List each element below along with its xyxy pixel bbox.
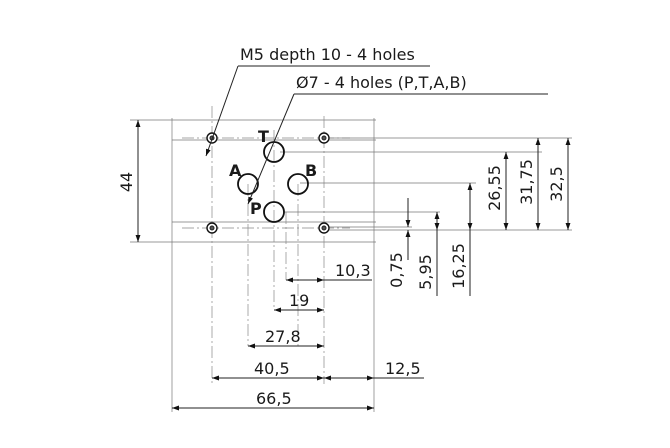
dim-31-75: 31,75 [517, 138, 541, 230]
dim-0-75: 0,75 [387, 198, 411, 288]
dim-12-5-label: 12,5 [385, 359, 421, 378]
right-extension-lines [280, 137, 572, 231]
dim-66-5-label: 66,5 [256, 389, 292, 408]
port-label-t: T [258, 127, 269, 146]
dim-32-5: 32,5 [547, 138, 571, 230]
dim-31-75-label: 31,75 [517, 159, 536, 205]
port-labels: T A B P [229, 127, 317, 218]
leader-notes: M5 depth 10 - 4 holes Ø7 - 4 holes (P,T,… [205, 45, 548, 205]
dim-16-25-label: 16,25 [449, 243, 468, 289]
port-holes-note: Ø7 - 4 holes (P,T,A,B) [296, 73, 467, 92]
dim-16-25: 16,25 [449, 183, 473, 296]
dim-19-label: 19 [289, 291, 309, 310]
dim-10-3-label: 10,3 [335, 261, 371, 280]
dim-66-5: 66,5 [172, 389, 374, 411]
port-label-a: A [229, 161, 242, 180]
m5-holes-note: M5 depth 10 - 4 holes [240, 45, 415, 64]
dim-44: 44 [117, 120, 141, 242]
dim-0-75-label: 0,75 [387, 252, 406, 288]
port-hole-a [237, 173, 259, 195]
dim-5-95: 5,95 [416, 212, 440, 296]
dim-26-55-label: 26,55 [485, 165, 504, 211]
dim-32-5-label: 32,5 [547, 166, 566, 202]
port-holes [237, 141, 309, 223]
dim-44-label: 44 [117, 172, 136, 192]
port-label-p: P [250, 199, 262, 218]
port-hole-b [287, 173, 309, 195]
dim-27-8: 27,8 [248, 327, 324, 349]
dim-27-8-label: 27,8 [265, 327, 301, 346]
dim-40-5: 40,5 [212, 359, 324, 381]
port-hole-p [263, 201, 285, 223]
dim-12-5: 12,5 [324, 359, 424, 381]
dim-10-3: 10,3 [286, 261, 372, 283]
dim-40-5-label: 40,5 [254, 359, 290, 378]
dim-5-95-label: 5,95 [416, 254, 435, 290]
port-label-b: B [305, 161, 317, 180]
dim-26-55: 26,55 [485, 152, 509, 230]
dim-19: 19 [274, 291, 324, 313]
